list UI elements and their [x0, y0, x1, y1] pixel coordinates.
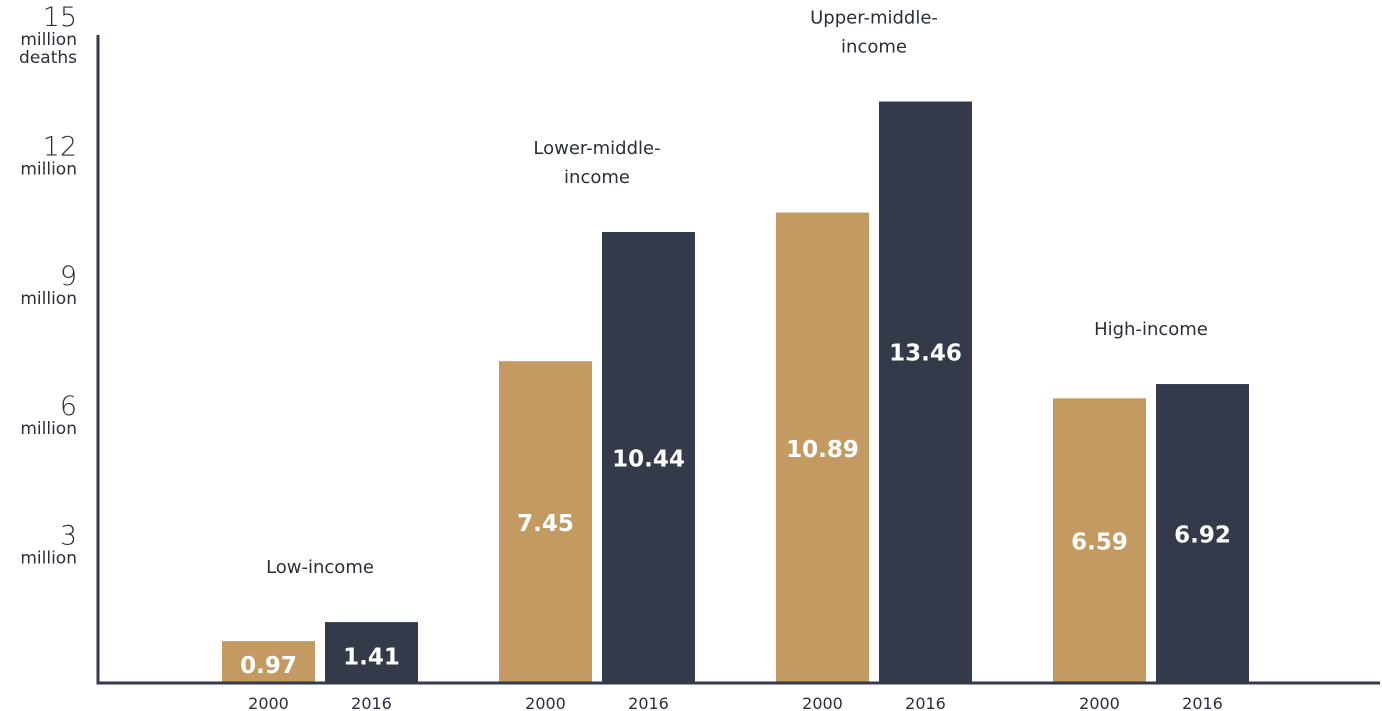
group-label-upper-middle-income-line-2: income	[841, 37, 907, 58]
y-tick-15: 15	[43, 2, 77, 33]
y-tick-unit-3: million	[20, 548, 77, 568]
bar-lower-middle-income-2016	[602, 231, 695, 683]
bars-layer	[222, 101, 1249, 683]
value-label-low-income-2016: 1.41	[343, 645, 400, 671]
bar-low-income-2016	[325, 622, 418, 683]
x-tick-high-income-2016: 2016	[1182, 694, 1223, 711]
group-label-high-income: High-income	[1094, 319, 1208, 340]
x-tick-lower-middle-income-2016: 2016	[628, 694, 669, 711]
bar-lower-middle-income-2000	[499, 361, 592, 683]
value-label-upper-middle-income-2000: 10.89	[786, 437, 859, 463]
x-tick-lower-middle-income-2000: 2000	[525, 694, 566, 711]
y-tick-unit-15-line-1: million	[20, 30, 77, 50]
value-label-lower-middle-income-2000: 7.45	[517, 511, 574, 537]
y-tick-unit-6: million	[20, 419, 77, 439]
value-label-upper-middle-income-2016: 13.46	[889, 341, 962, 367]
axis-layer	[96, 35, 1380, 685]
y-tick-unit-12: million	[20, 160, 77, 180]
value-label-low-income-2000: 0.97	[240, 653, 297, 679]
y-tick-12: 12	[43, 132, 77, 163]
labels-layer: 0.97 2000 1.41 2016 Low-income 7.45 2000 10.44 2…	[19, 2, 1231, 711]
group-label-lower-middle-income-line-2: income	[564, 167, 630, 188]
y-tick-unit-9: million	[20, 289, 77, 309]
bar-high-income-2016	[1156, 384, 1249, 683]
group-label-upper-middle-income-line-1: Upper-middle-	[810, 8, 938, 29]
y-tick-unit-15-line-2: deaths	[19, 48, 77, 68]
value-label-lower-middle-income-2016: 10.44	[612, 446, 685, 472]
y-tick-9: 9	[60, 261, 77, 292]
bar-low-income-2000	[222, 641, 315, 683]
y-tick-3: 3	[60, 520, 77, 551]
bar-upper-middle-income-2000	[776, 212, 869, 683]
x-tick-low-income-2000: 2000	[248, 694, 289, 711]
value-label-high-income-2000: 6.59	[1071, 530, 1128, 556]
bar-high-income-2000	[1053, 398, 1146, 683]
value-label-high-income-2016: 6.92	[1174, 523, 1231, 549]
x-tick-upper-middle-income-2000: 2000	[802, 694, 843, 711]
y-tick-6: 6	[60, 391, 77, 422]
x-tick-low-income-2016: 2016	[351, 694, 392, 711]
group-label-lower-middle-income-line-1: Lower-middle-	[533, 138, 660, 159]
x-tick-high-income-2000: 2000	[1079, 694, 1120, 711]
x-tick-upper-middle-income-2016: 2016	[905, 694, 946, 711]
group-label-low-income: Low-income	[266, 557, 374, 578]
bar-upper-middle-income-2016	[879, 101, 972, 683]
